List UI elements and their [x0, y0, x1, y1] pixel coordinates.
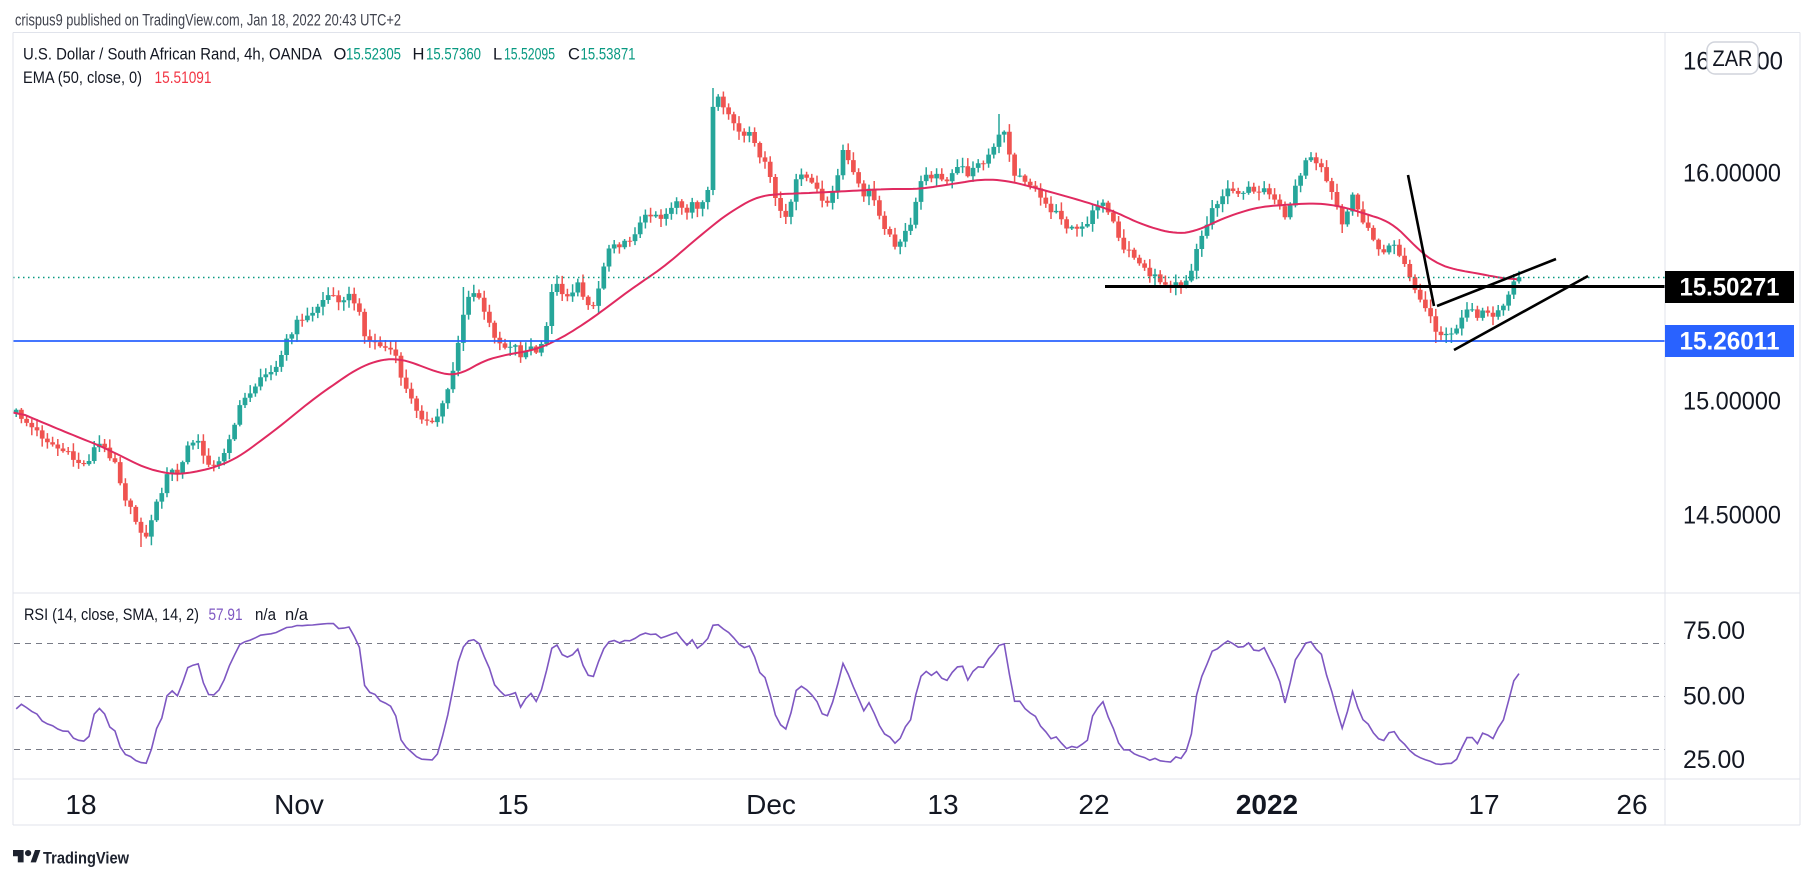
svg-text:L: L [493, 46, 502, 64]
svg-text:15.26011: 15.26011 [1680, 328, 1780, 356]
svg-text:25.00: 25.00 [1683, 746, 1745, 774]
svg-text:15.50271: 15.50271 [1680, 274, 1780, 302]
svg-text:Nov: Nov [274, 789, 324, 820]
svg-text:H: H [413, 46, 425, 64]
svg-text:ZAR: ZAR [1713, 46, 1753, 71]
svg-text:EMA (50, close, 0): EMA (50, close, 0) [23, 69, 142, 87]
svg-text:17: 17 [1468, 789, 1499, 820]
svg-text:15.57360: 15.57360 [426, 46, 481, 64]
svg-text:15.53871: 15.53871 [581, 46, 636, 64]
svg-text:15.51091: 15.51091 [155, 69, 212, 87]
svg-text:C: C [568, 46, 580, 64]
svg-text:15: 15 [497, 789, 528, 820]
svg-text:n/a: n/a [255, 606, 277, 624]
svg-text:18: 18 [65, 789, 96, 820]
svg-text:15.52305: 15.52305 [346, 46, 401, 64]
svg-text:57.91: 57.91 [209, 606, 243, 624]
svg-text:75.00: 75.00 [1683, 617, 1745, 645]
svg-text:O: O [334, 46, 347, 64]
svg-text:15.00000: 15.00000 [1683, 388, 1781, 416]
svg-text:n/a: n/a [285, 606, 309, 624]
svg-text:13: 13 [927, 789, 958, 820]
svg-text:14.50000: 14.50000 [1683, 502, 1781, 530]
svg-text:15.52095: 15.52095 [504, 46, 555, 64]
svg-text:26: 26 [1616, 789, 1647, 820]
svg-text:Dec: Dec [746, 789, 796, 820]
svg-text:RSI (14, close, SMA, 14, 2): RSI (14, close, SMA, 14, 2) [24, 606, 199, 624]
svg-text:16.00000: 16.00000 [1683, 160, 1781, 188]
svg-text:22: 22 [1078, 789, 1109, 820]
svg-text:2022: 2022 [1236, 789, 1298, 820]
svg-text:TradingView: TradingView [43, 850, 129, 868]
svg-text:crispus9 published on TradingV: crispus9 published on TradingView.com, J… [15, 11, 401, 30]
svg-text:U.S. Dollar / South African Ra: U.S. Dollar / South African Rand, 4h, OA… [23, 46, 322, 64]
svg-text:50.00: 50.00 [1683, 683, 1745, 711]
